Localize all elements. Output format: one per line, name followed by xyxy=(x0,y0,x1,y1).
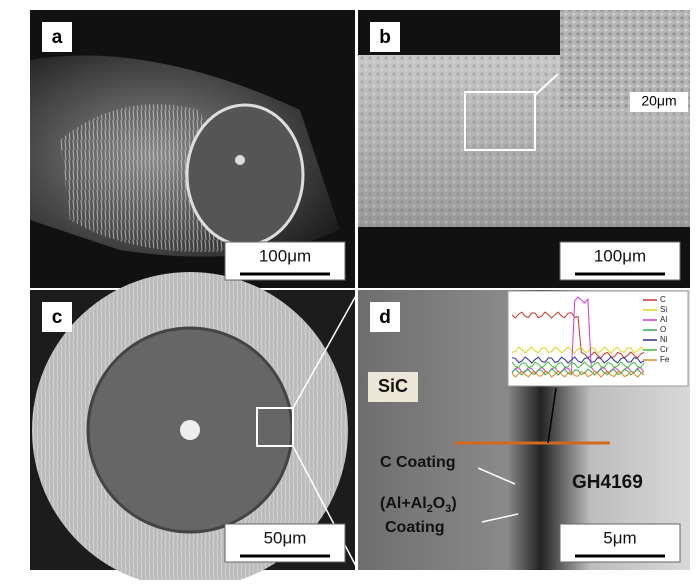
zoom-line xyxy=(292,291,359,409)
pointer xyxy=(481,513,519,523)
legend-label: O xyxy=(660,325,666,334)
scale-bar-label: 5μm xyxy=(603,528,636,547)
annotation-part: (Al+Al xyxy=(380,495,427,512)
legend-label: Si xyxy=(660,305,667,314)
annotation-part: 2 xyxy=(427,503,433,515)
legend-label: Fe xyxy=(660,355,670,364)
inset-curves xyxy=(511,296,645,378)
core-dot xyxy=(180,420,200,440)
inset-curve xyxy=(511,356,645,364)
annotation: C Coating xyxy=(380,454,456,471)
zoom-arrow xyxy=(534,73,559,96)
panel-c xyxy=(30,272,359,585)
label-box xyxy=(42,302,72,332)
annotation: (Al+Al2O3) xyxy=(380,495,457,515)
scale-bar-label: 100μm xyxy=(259,246,311,265)
zoom-box xyxy=(464,91,536,151)
annotation: Coating xyxy=(385,519,445,536)
annotation-part: O xyxy=(433,495,445,512)
legend-label: Ni xyxy=(660,335,668,344)
panel-label: c xyxy=(52,307,63,328)
fiber-core xyxy=(185,103,305,247)
panel-label: d xyxy=(379,307,391,328)
annotation: SiC xyxy=(378,376,408,396)
legend-label: Al xyxy=(660,315,667,324)
inset-scale-box xyxy=(630,92,688,112)
scale-bar-label: 100μm xyxy=(594,246,646,265)
scale-bar-label: 50μm xyxy=(264,528,307,547)
inset-curve xyxy=(511,346,645,354)
pointer xyxy=(547,387,557,444)
inset-scale-bar: 20μm xyxy=(641,93,676,109)
panel-label: b xyxy=(379,27,391,48)
annotation-part: ) xyxy=(451,495,456,512)
inset-curve xyxy=(511,370,645,378)
panel-a xyxy=(30,10,355,288)
pointer xyxy=(477,467,516,485)
panel-label: a xyxy=(52,27,63,48)
legend-label: Cr xyxy=(660,345,669,354)
label-box xyxy=(370,302,400,332)
label-box xyxy=(42,22,72,52)
zoom-line xyxy=(292,445,359,571)
zoom-box xyxy=(256,407,294,447)
label-box xyxy=(370,22,400,52)
sic-box xyxy=(368,372,418,402)
annotation-part: 3 xyxy=(445,503,451,515)
inset-curve xyxy=(511,361,645,369)
inset-curve xyxy=(511,368,645,376)
inset-curve xyxy=(511,311,645,359)
annotation: GH4169 xyxy=(572,472,643,493)
legend-label: C xyxy=(660,295,666,304)
panel-labels: a 100μm b 100μm c 50μm d 5μm xyxy=(42,22,681,563)
core-dot xyxy=(235,155,245,165)
